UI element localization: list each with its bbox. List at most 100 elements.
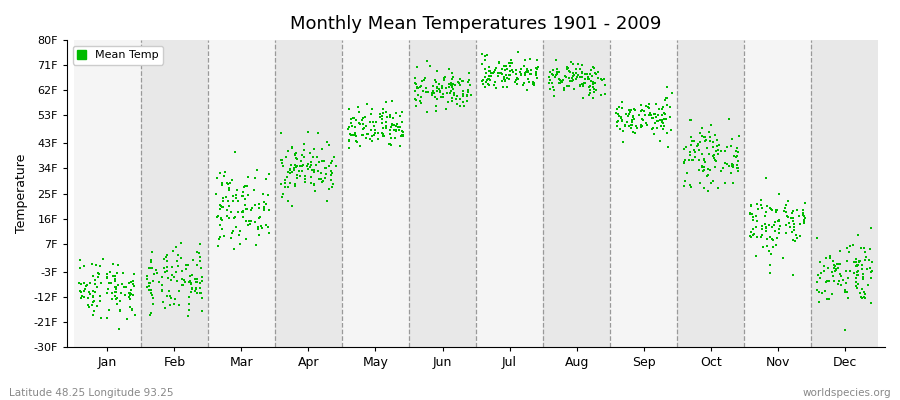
Point (698, 157, 712, 163)
Point (586, 64, 600, 70)
Point (168, 269, 183, 275)
Point (624, 122, 638, 128)
Point (847, 259, 861, 265)
Point (182, 279, 196, 285)
Point (262, 229, 276, 236)
Point (238, 195, 253, 202)
Point (100, 314, 114, 321)
Bar (274, 40, 342, 347)
Bar (811, 40, 878, 347)
Point (500, 84, 514, 90)
Point (707, 132, 722, 138)
Point (241, 218, 256, 224)
Point (754, 232, 769, 238)
Point (252, 215, 266, 221)
Point (771, 218, 786, 224)
Point (660, 84, 674, 90)
Point (478, 57, 492, 63)
Point (482, 82, 496, 88)
Point (714, 168, 728, 175)
Point (193, 257, 207, 264)
Point (754, 205, 769, 212)
Point (93, 293, 107, 300)
Point (731, 149, 745, 155)
Point (701, 171, 716, 178)
Point (345, 123, 359, 129)
Point (832, 248, 847, 254)
Point (682, 157, 697, 163)
Point (149, 270, 164, 276)
Point (651, 112, 665, 118)
Point (237, 184, 251, 190)
Point (463, 76, 477, 83)
Point (155, 287, 169, 294)
Point (628, 130, 643, 137)
Point (389, 123, 403, 129)
Point (550, 71, 564, 77)
Point (256, 190, 270, 197)
Bar (476, 40, 543, 347)
Point (505, 67, 519, 73)
Point (647, 111, 662, 117)
Point (489, 84, 503, 91)
Point (642, 105, 656, 111)
Point (838, 326, 852, 333)
Point (251, 226, 266, 232)
Point (634, 102, 648, 108)
Point (825, 272, 840, 279)
Point (283, 166, 297, 173)
Point (194, 274, 209, 281)
Point (519, 66, 534, 72)
Point (160, 268, 175, 274)
Point (324, 177, 338, 183)
Point (504, 60, 518, 67)
Point (710, 137, 724, 143)
Point (625, 117, 639, 123)
Point (598, 90, 612, 97)
Point (491, 70, 506, 76)
Point (244, 206, 258, 213)
Point (328, 163, 343, 169)
Point (378, 99, 392, 105)
Point (852, 259, 867, 266)
Point (610, 105, 625, 112)
Point (724, 163, 739, 170)
Point (528, 72, 543, 78)
Point (491, 60, 506, 66)
Point (751, 206, 765, 212)
Point (491, 59, 506, 65)
Point (440, 90, 454, 96)
Point (720, 161, 734, 167)
Point (166, 301, 181, 308)
Point (283, 165, 297, 172)
Point (514, 71, 528, 77)
Point (145, 292, 159, 298)
Point (839, 280, 853, 286)
Point (432, 80, 446, 87)
Point (503, 72, 517, 78)
Point (314, 170, 328, 177)
Point (258, 221, 273, 228)
Point (411, 85, 426, 91)
Point (443, 90, 457, 96)
Point (228, 246, 242, 252)
Point (104, 296, 119, 302)
Point (241, 222, 256, 228)
Point (811, 272, 825, 278)
Point (687, 147, 701, 154)
Point (228, 214, 242, 220)
Point (826, 277, 841, 284)
Point (116, 270, 130, 277)
Point (410, 84, 424, 90)
Point (772, 226, 787, 232)
Point (820, 278, 834, 284)
Point (578, 76, 592, 82)
Point (763, 262, 778, 268)
Point (480, 77, 494, 83)
Point (86, 293, 100, 299)
Point (432, 85, 446, 92)
Point (108, 272, 122, 279)
Point (491, 70, 506, 76)
Point (778, 222, 793, 228)
Point (724, 161, 739, 167)
